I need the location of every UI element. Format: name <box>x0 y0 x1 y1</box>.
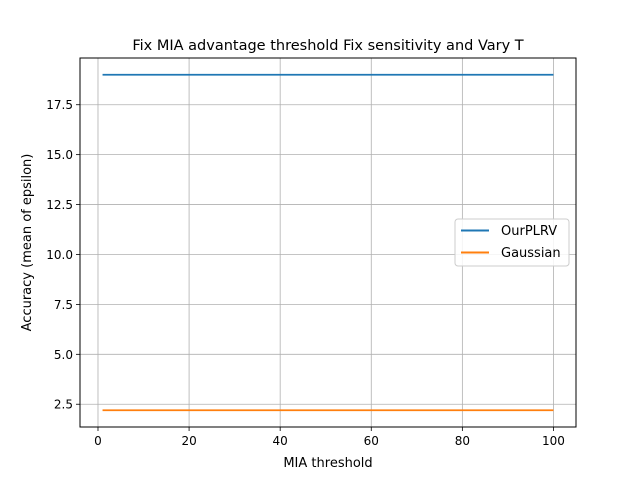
plot-frame <box>79 57 577 428</box>
y-tick-label-6: 17.5 <box>46 98 73 112</box>
y-tick-label-4: 12.5 <box>46 198 73 212</box>
y-tick-label-5: 15.0 <box>46 148 73 162</box>
legend-label-ourplrv: OurPLRV <box>501 224 557 239</box>
x-tick-label-0: 0 <box>94 434 102 448</box>
y-tick-label-2: 7.5 <box>54 298 73 312</box>
x-tick-label-5: 100 <box>542 434 565 448</box>
series-lines <box>102 73 554 412</box>
legend: OurPLRV Gaussian <box>454 218 570 267</box>
y-tick-label-1: 5.0 <box>54 348 73 362</box>
x-axis-ticks: 0 20 40 60 80 100 <box>94 427 565 448</box>
y-axis-ticks: 2.5 5.0 7.5 10.0 12.5 15.0 17.5 <box>46 98 80 412</box>
y-axis-label: Accuracy (mean of epsilon) <box>20 154 35 332</box>
y-tick-label-0: 2.5 <box>54 398 73 412</box>
x-tick-label-4: 80 <box>455 434 470 448</box>
y-tick-label-3: 10.0 <box>46 248 73 262</box>
x-tick-label-3: 60 <box>364 434 379 448</box>
x-axis-label: MIA threshold <box>283 456 372 471</box>
legend-label-gaussian: Gaussian <box>501 246 561 261</box>
x-tick-label-2: 40 <box>273 434 288 448</box>
chart-title: Fix MIA advantage threshold Fix sensitiv… <box>132 38 523 54</box>
x-tick-label-1: 20 <box>181 434 196 448</box>
